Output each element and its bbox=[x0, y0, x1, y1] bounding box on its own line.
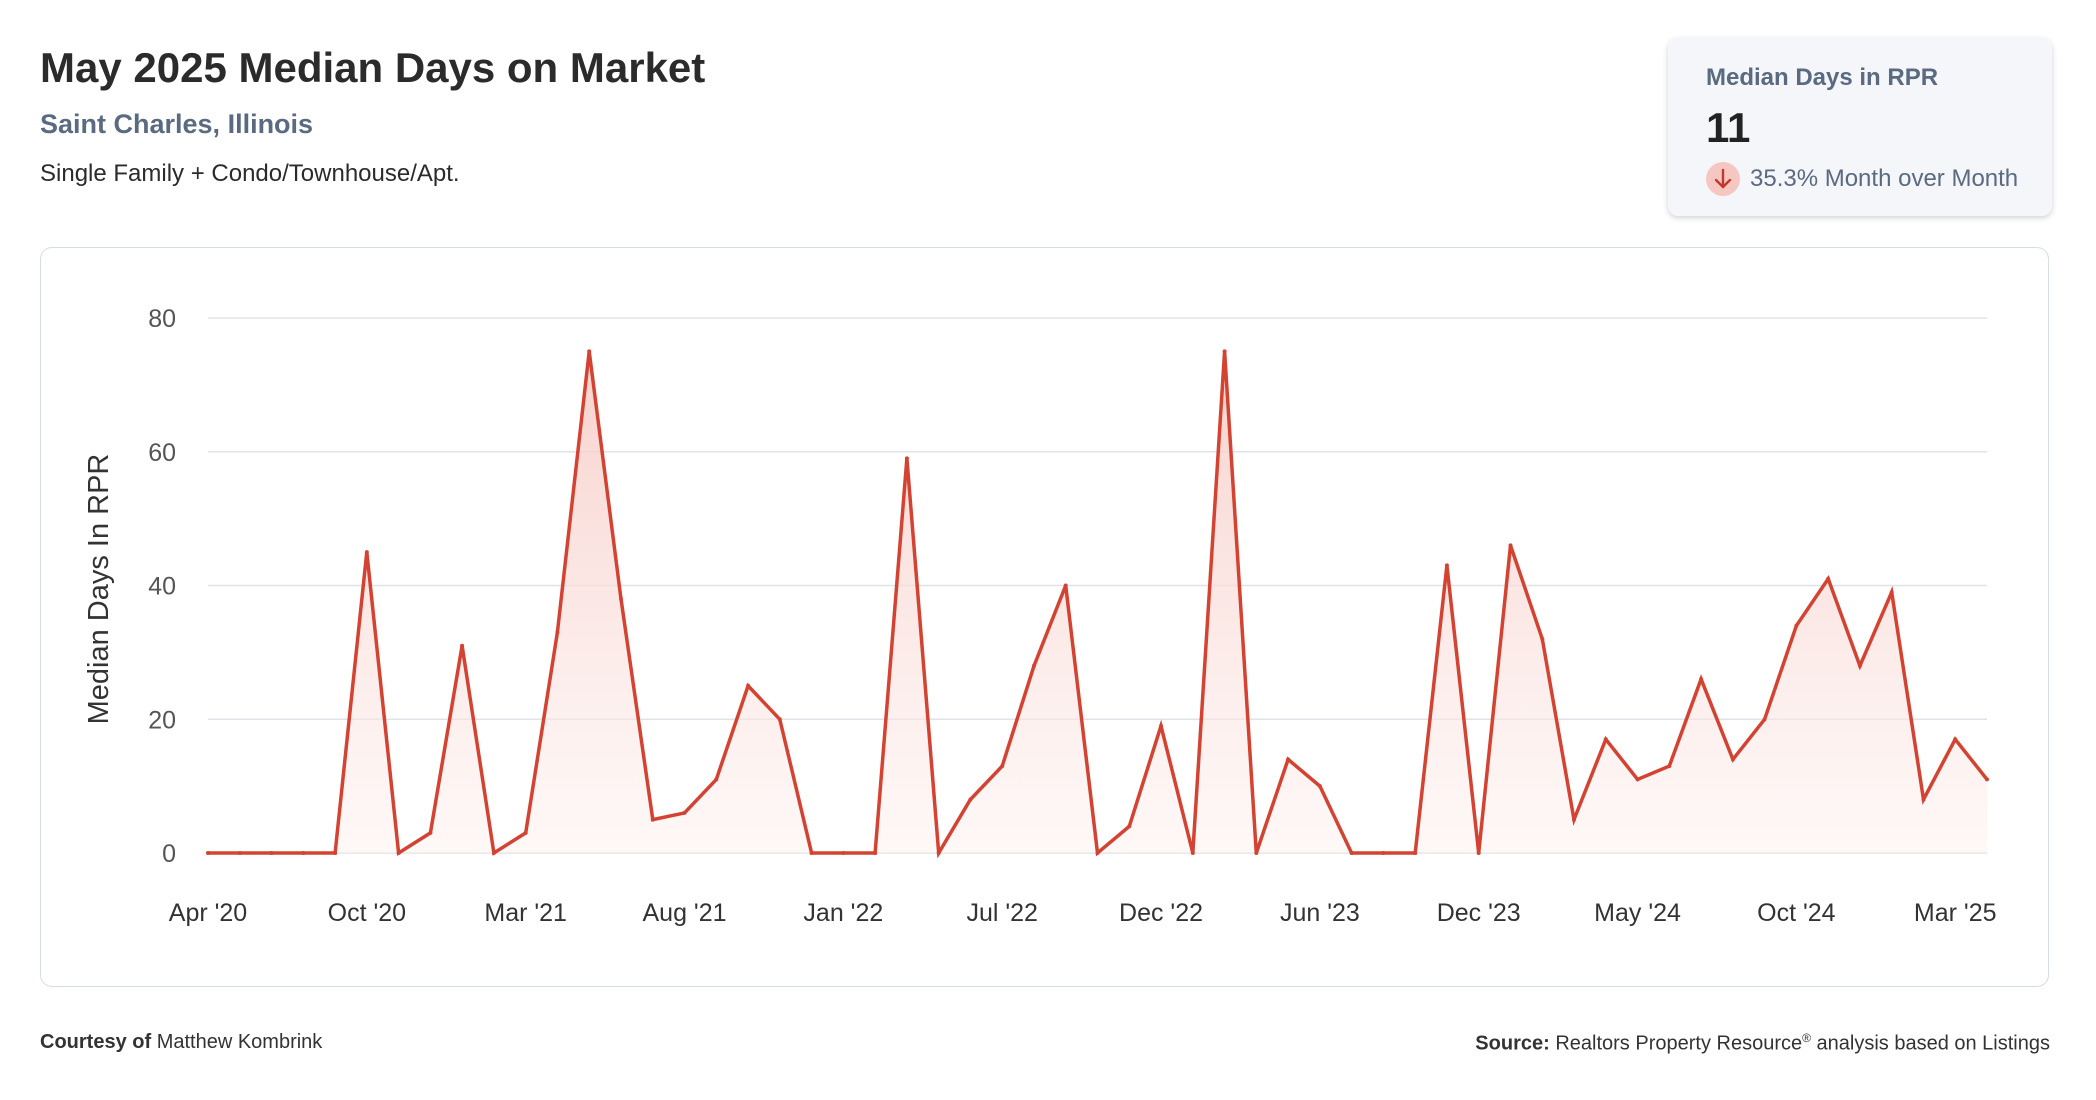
data-point bbox=[841, 851, 846, 855]
data-point bbox=[1254, 851, 1259, 855]
data-point bbox=[269, 851, 274, 855]
x-tick-label: Apr '20 bbox=[169, 899, 247, 927]
data-point bbox=[1953, 737, 1958, 742]
kpi-value: 11 bbox=[1706, 104, 1751, 151]
data-point bbox=[714, 777, 719, 782]
page-title: May 2025 Median Days on Market bbox=[40, 44, 706, 91]
data-point bbox=[873, 851, 878, 855]
data-point bbox=[1190, 851, 1195, 855]
x-tick-label: Mar '21 bbox=[484, 899, 567, 927]
data-point bbox=[301, 851, 306, 855]
y-tick-label: 60 bbox=[148, 439, 176, 467]
data-point bbox=[777, 717, 782, 722]
data-point bbox=[428, 830, 433, 835]
kpi-change-text: 35.3% Month over Month bbox=[1750, 165, 2019, 192]
y-tick-label: 20 bbox=[148, 706, 176, 734]
data-point bbox=[1349, 851, 1354, 855]
x-tick-label: Jan '22 bbox=[803, 899, 883, 927]
data-point bbox=[1095, 851, 1100, 855]
data-point bbox=[1730, 757, 1735, 762]
data-point bbox=[809, 851, 814, 855]
data-point bbox=[237, 851, 242, 855]
data-point bbox=[1286, 757, 1291, 762]
courtesy-credit: Courtesy of Matthew Kombrink bbox=[40, 1031, 322, 1054]
x-tick-label: Jul '22 bbox=[966, 899, 1037, 927]
source-credit: Source: Realtors Property Resource® anal… bbox=[1475, 1031, 2050, 1056]
data-point bbox=[682, 810, 687, 815]
x-tick-label: Aug '21 bbox=[643, 899, 727, 927]
data-point bbox=[904, 456, 909, 461]
data-point bbox=[1857, 663, 1862, 668]
data-point bbox=[1476, 851, 1481, 855]
data-point bbox=[1826, 576, 1831, 581]
data-point bbox=[619, 596, 623, 601]
data-point bbox=[523, 830, 528, 835]
y-tick-label: 40 bbox=[148, 573, 176, 601]
x-tick-label: Dec '22 bbox=[1119, 899, 1203, 927]
data-point bbox=[1413, 851, 1418, 855]
kpi-change: 35.3% Month over Month bbox=[1706, 162, 2018, 196]
arrow-down-icon bbox=[1706, 162, 1740, 196]
data-point bbox=[1381, 851, 1386, 855]
data-point bbox=[1063, 583, 1068, 588]
data-point bbox=[1317, 784, 1322, 789]
data-point bbox=[1985, 777, 1989, 782]
data-point bbox=[1222, 349, 1227, 354]
data-point bbox=[1572, 817, 1576, 822]
x-tick-label: Jun '23 bbox=[1280, 899, 1360, 927]
data-point bbox=[1762, 717, 1767, 722]
data-point bbox=[936, 851, 941, 855]
data-point bbox=[364, 550, 369, 555]
x-tick-label: Dec '23 bbox=[1437, 899, 1521, 927]
data-point bbox=[587, 349, 592, 354]
data-point bbox=[968, 797, 973, 802]
data-point bbox=[1000, 764, 1005, 769]
x-tick-label: Mar '25 bbox=[1914, 899, 1997, 927]
data-point bbox=[1127, 824, 1132, 829]
kpi-label: Median Days in RPR bbox=[1706, 64, 1939, 91]
data-point bbox=[1794, 623, 1799, 628]
x-tick-label: May '24 bbox=[1594, 899, 1681, 927]
data-point bbox=[396, 851, 401, 855]
y-tick-label: 80 bbox=[148, 305, 176, 333]
y-tick-label: 0 bbox=[162, 840, 176, 868]
courtesy-name: Matthew Kombrink bbox=[156, 1031, 323, 1053]
data-point bbox=[1540, 637, 1545, 641]
courtesy-label: Courtesy of bbox=[40, 1031, 152, 1053]
data-point bbox=[206, 851, 210, 855]
data-point bbox=[1603, 737, 1608, 742]
data-point bbox=[1444, 563, 1449, 568]
data-point bbox=[1667, 764, 1672, 769]
median-days-chart: 0 20 40 60 80 Apr '20 Oct '20 Mar '21 Aug '21 Ja… bbox=[83, 305, 1997, 927]
data-point bbox=[460, 643, 465, 648]
data-point bbox=[650, 817, 655, 822]
data-point bbox=[491, 851, 496, 855]
data-point bbox=[1635, 777, 1640, 782]
x-tick-label: Oct '20 bbox=[328, 899, 406, 927]
x-tick-label: Oct '24 bbox=[1757, 899, 1836, 927]
property-types: Single Family + Condo/Townhouse/Apt. bbox=[40, 160, 460, 187]
data-point bbox=[555, 630, 560, 635]
source-label: Source: bbox=[1475, 1032, 1550, 1055]
data-point bbox=[1159, 723, 1163, 728]
source-text: Realtors Property Resource bbox=[1555, 1032, 1803, 1055]
data-point bbox=[1508, 543, 1513, 548]
data-point bbox=[1889, 590, 1894, 595]
data-point bbox=[1032, 663, 1036, 668]
data-point bbox=[1921, 797, 1926, 802]
source-text-tail: analysis based on Listings bbox=[1810, 1032, 2051, 1055]
location-subtitle: Saint Charles, Illinois bbox=[40, 109, 314, 139]
data-point bbox=[333, 851, 338, 855]
data-point bbox=[1699, 677, 1704, 682]
data-point bbox=[746, 683, 751, 688]
series-area bbox=[208, 351, 1987, 853]
registered-mark: ® bbox=[1802, 1031, 1811, 1045]
kpi-card: Median Days in RPR 11 35.3% Month over M… bbox=[1668, 38, 2052, 216]
y-axis-label: Median Days In RPR bbox=[83, 454, 115, 725]
